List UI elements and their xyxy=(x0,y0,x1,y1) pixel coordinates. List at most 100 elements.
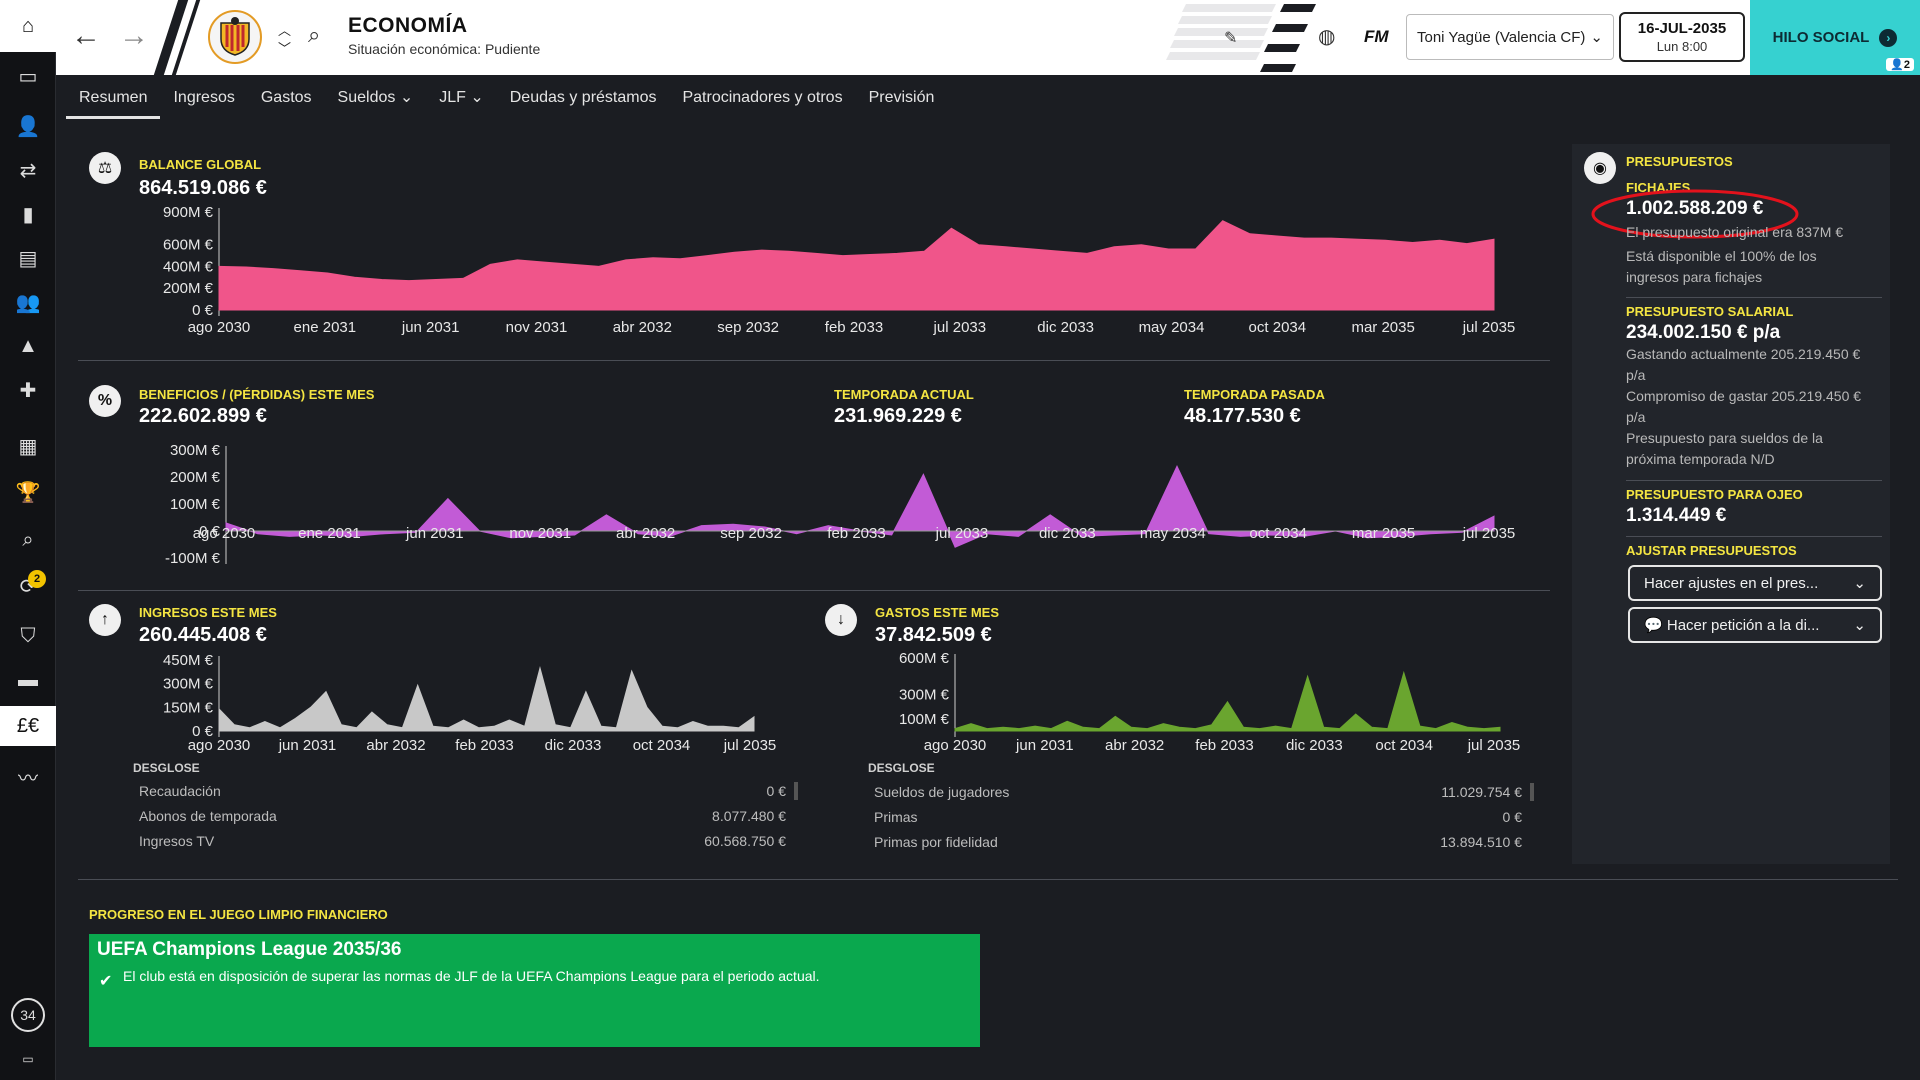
ffp-status-box[interactable]: UEFA Champions League 2035/36 ✔ El club … xyxy=(89,934,980,1047)
x-tick-label: may 2034 xyxy=(1139,319,1205,336)
edit-icon[interactable]: ✎ xyxy=(1224,30,1238,47)
y-tick-label: 300M € xyxy=(899,687,950,704)
tab-resumen[interactable]: Resumen xyxy=(66,75,161,121)
expenses-chart[interactable]: 600M € 300M € 100M € ago 2030 jun 2031 abr 20… xyxy=(880,650,1530,760)
y-tick-label: 300M € xyxy=(170,442,221,459)
y-tick-label: -100M € xyxy=(165,550,221,567)
x-tick-label: ago 2030 xyxy=(188,737,251,754)
y-tick-label: 300M € xyxy=(163,676,214,693)
world-icon[interactable]: ◍ xyxy=(1318,26,1336,48)
back-arrow-icon[interactable]: ← xyxy=(71,19,101,52)
balance-scale-icon: ⚖ xyxy=(89,152,121,184)
squad-icon[interactable]: 👤 xyxy=(15,115,41,138)
expenses-breakdown-label: DESGLOSE xyxy=(868,761,935,775)
arrow-up-icon: ↑ xyxy=(89,604,121,636)
arrow-right-circle-icon: › xyxy=(1879,28,1898,47)
y-tick-label: 450M € xyxy=(163,652,214,669)
board-request-select[interactable]: 💬 Hacer petición a la di... ⌄ xyxy=(1628,607,1882,643)
series-area xyxy=(218,220,1495,311)
income-breakdown-label: DESGLOSE xyxy=(133,761,200,775)
expenses-label: GASTOS ESTE MES xyxy=(875,605,1000,620)
level-number: 34 xyxy=(11,998,45,1032)
tab-gastos[interactable]: Gastos xyxy=(260,89,312,106)
x-tick-label: oct 2034 xyxy=(1249,319,1307,336)
tactics-icon[interactable]: ▮ xyxy=(22,203,34,226)
y-tick-label: 150M € xyxy=(163,699,214,716)
current-time: Lun 8:00 xyxy=(1656,39,1708,54)
profit-chart[interactable]: 300M € 200M € 100M € 0 € -100M € ago 2030 ene … xyxy=(144,440,1524,570)
transfers-note: Está disponible el 100% de los ingresos … xyxy=(1626,248,1817,285)
inbox-icon[interactable]: ▭ xyxy=(18,65,38,88)
chart-svg: 300M € 200M € 100M € 0 € -100M € ago 2030 ene … xyxy=(165,442,1515,567)
level-indicator[interactable]: 34 xyxy=(0,992,56,1038)
transfers-icon[interactable]: ⟳ 2 xyxy=(0,566,56,606)
club-info-icon[interactable]: ▬ xyxy=(18,668,38,691)
expenses-row-value: 11.029.754 € xyxy=(1441,784,1522,800)
expenses-row-value: 13.894.510 € xyxy=(1440,834,1522,850)
trophy-icon[interactable]: 🏆 xyxy=(15,481,41,504)
tab-deudas[interactable]: Deudas y préstamos xyxy=(509,89,657,106)
staff-icon[interactable]: 👥 xyxy=(15,291,41,314)
x-tick-label: ago 2030 xyxy=(193,525,256,542)
home-icon[interactable]: ⌂ xyxy=(0,0,56,52)
reports-icon[interactable]: ▤ xyxy=(18,247,38,270)
x-tick-label: jul 2035 xyxy=(1462,319,1516,336)
tab-jlf[interactable]: JLF ⌄ xyxy=(439,89,484,106)
keyboard-icon[interactable]: ▭ xyxy=(22,1052,34,1066)
x-tick-label: jul 2033 xyxy=(933,319,987,336)
x-tick-label: jun 2031 xyxy=(278,737,337,754)
x-tick-label: jul 2035 xyxy=(1467,737,1521,754)
expenses-row-name: Primas por fidelidad xyxy=(874,834,998,850)
wage-note: Compromiso de gastar 205.219.450 € p/a xyxy=(1626,388,1862,425)
transfers-value: 1.002.588.209 € xyxy=(1626,198,1764,219)
expenses-row-name: Sueldos de jugadores xyxy=(874,784,1010,800)
medical-icon[interactable]: ✚ xyxy=(19,379,37,402)
training-icon[interactable]: ▲ xyxy=(18,334,38,357)
dynamics-icon[interactable]: ⇄ xyxy=(19,159,37,182)
tab-patrocinadores[interactable]: Patrocinadores y otros xyxy=(682,89,843,106)
fm-logo[interactable]: FM xyxy=(1364,27,1389,46)
x-tick-label: oct 2034 xyxy=(1375,737,1433,754)
calendar-icon[interactable]: ▦ xyxy=(18,435,38,458)
x-tick-label: abr 2032 xyxy=(616,525,675,542)
tab-sueldos[interactable]: Sueldos ⌄ xyxy=(337,89,414,106)
balance-chart[interactable]: 900M € 600M € 400M € 200M € 0 € ago 2030 ene 2… xyxy=(144,204,1524,336)
divider xyxy=(1626,297,1882,298)
finances-icon[interactable]: £€ xyxy=(0,706,56,746)
board-request-value: 💬 Hacer petición a la di... xyxy=(1644,617,1820,634)
profit-label: BENEFICIOS / (PÉRDIDAS) ESTE MES xyxy=(139,387,375,402)
scouting-icon[interactable]: ⌕ xyxy=(22,528,34,551)
percent-icon: % xyxy=(89,385,121,417)
search-icon[interactable]: ⌕ xyxy=(308,22,321,47)
y-tick-label: 400M € xyxy=(163,258,214,275)
date-continue-button[interactable]: 16-JUL-2035 Lun 8:00 xyxy=(1619,12,1745,62)
divider xyxy=(78,360,1550,361)
forward-arrow-icon[interactable]: → xyxy=(119,19,149,52)
scouting-label: PRESUPUESTO PARA OJEO xyxy=(1626,487,1803,502)
next-club-arrow-icon[interactable]: ︿ xyxy=(278,23,292,38)
x-tick-label: oct 2034 xyxy=(1249,525,1307,542)
club-crest[interactable] xyxy=(208,10,262,64)
income-chart[interactable]: 450M € 300M € 150M € 0 € ago 2030 jun 2031 abr… xyxy=(144,650,784,760)
tab-ingresos[interactable]: Ingresos xyxy=(173,89,235,106)
manager-select[interactable]: Toni Yagüe (Valencia CF) ⌄ xyxy=(1406,14,1614,60)
income-row-bar xyxy=(794,782,798,800)
adjust-budget-select[interactable]: Hacer ajustes en el pres... ⌄ xyxy=(1628,565,1882,601)
tab-prevision[interactable]: Previsión xyxy=(868,89,935,106)
development-icon[interactable]: 〰 xyxy=(18,767,38,790)
x-tick-label: ene 2031 xyxy=(294,319,357,336)
prev-club-arrow-icon[interactable]: ﹀ xyxy=(278,41,292,56)
income-row-name: Ingresos TV xyxy=(139,833,215,849)
expenses-row-name: Primas xyxy=(874,809,918,825)
last-season-value: 48.177.530 € xyxy=(1184,405,1301,427)
income-row-value: 0 € xyxy=(766,783,786,799)
arrow-down-icon: ↓ xyxy=(825,604,857,636)
x-tick-label: sep 2032 xyxy=(720,525,782,542)
ffp-message: El club está en disposición de superar l… xyxy=(123,968,820,984)
wage-note: Presupuesto para sueldos de la próxima t… xyxy=(1626,430,1823,467)
social-feed-button[interactable]: HILO SOCIAL › 👤2 xyxy=(1750,0,1920,75)
chart-svg: 450M € 300M € 150M € 0 €ago 2030 jun 2031 abr… xyxy=(163,652,776,754)
y-tick-label: 200M € xyxy=(163,280,214,297)
chart-svg: 600M € 300M € 100M € ago 2030 jun 2031 abr 20… xyxy=(899,650,1521,754)
club-vision-icon[interactable]: ⛉ xyxy=(20,624,36,647)
